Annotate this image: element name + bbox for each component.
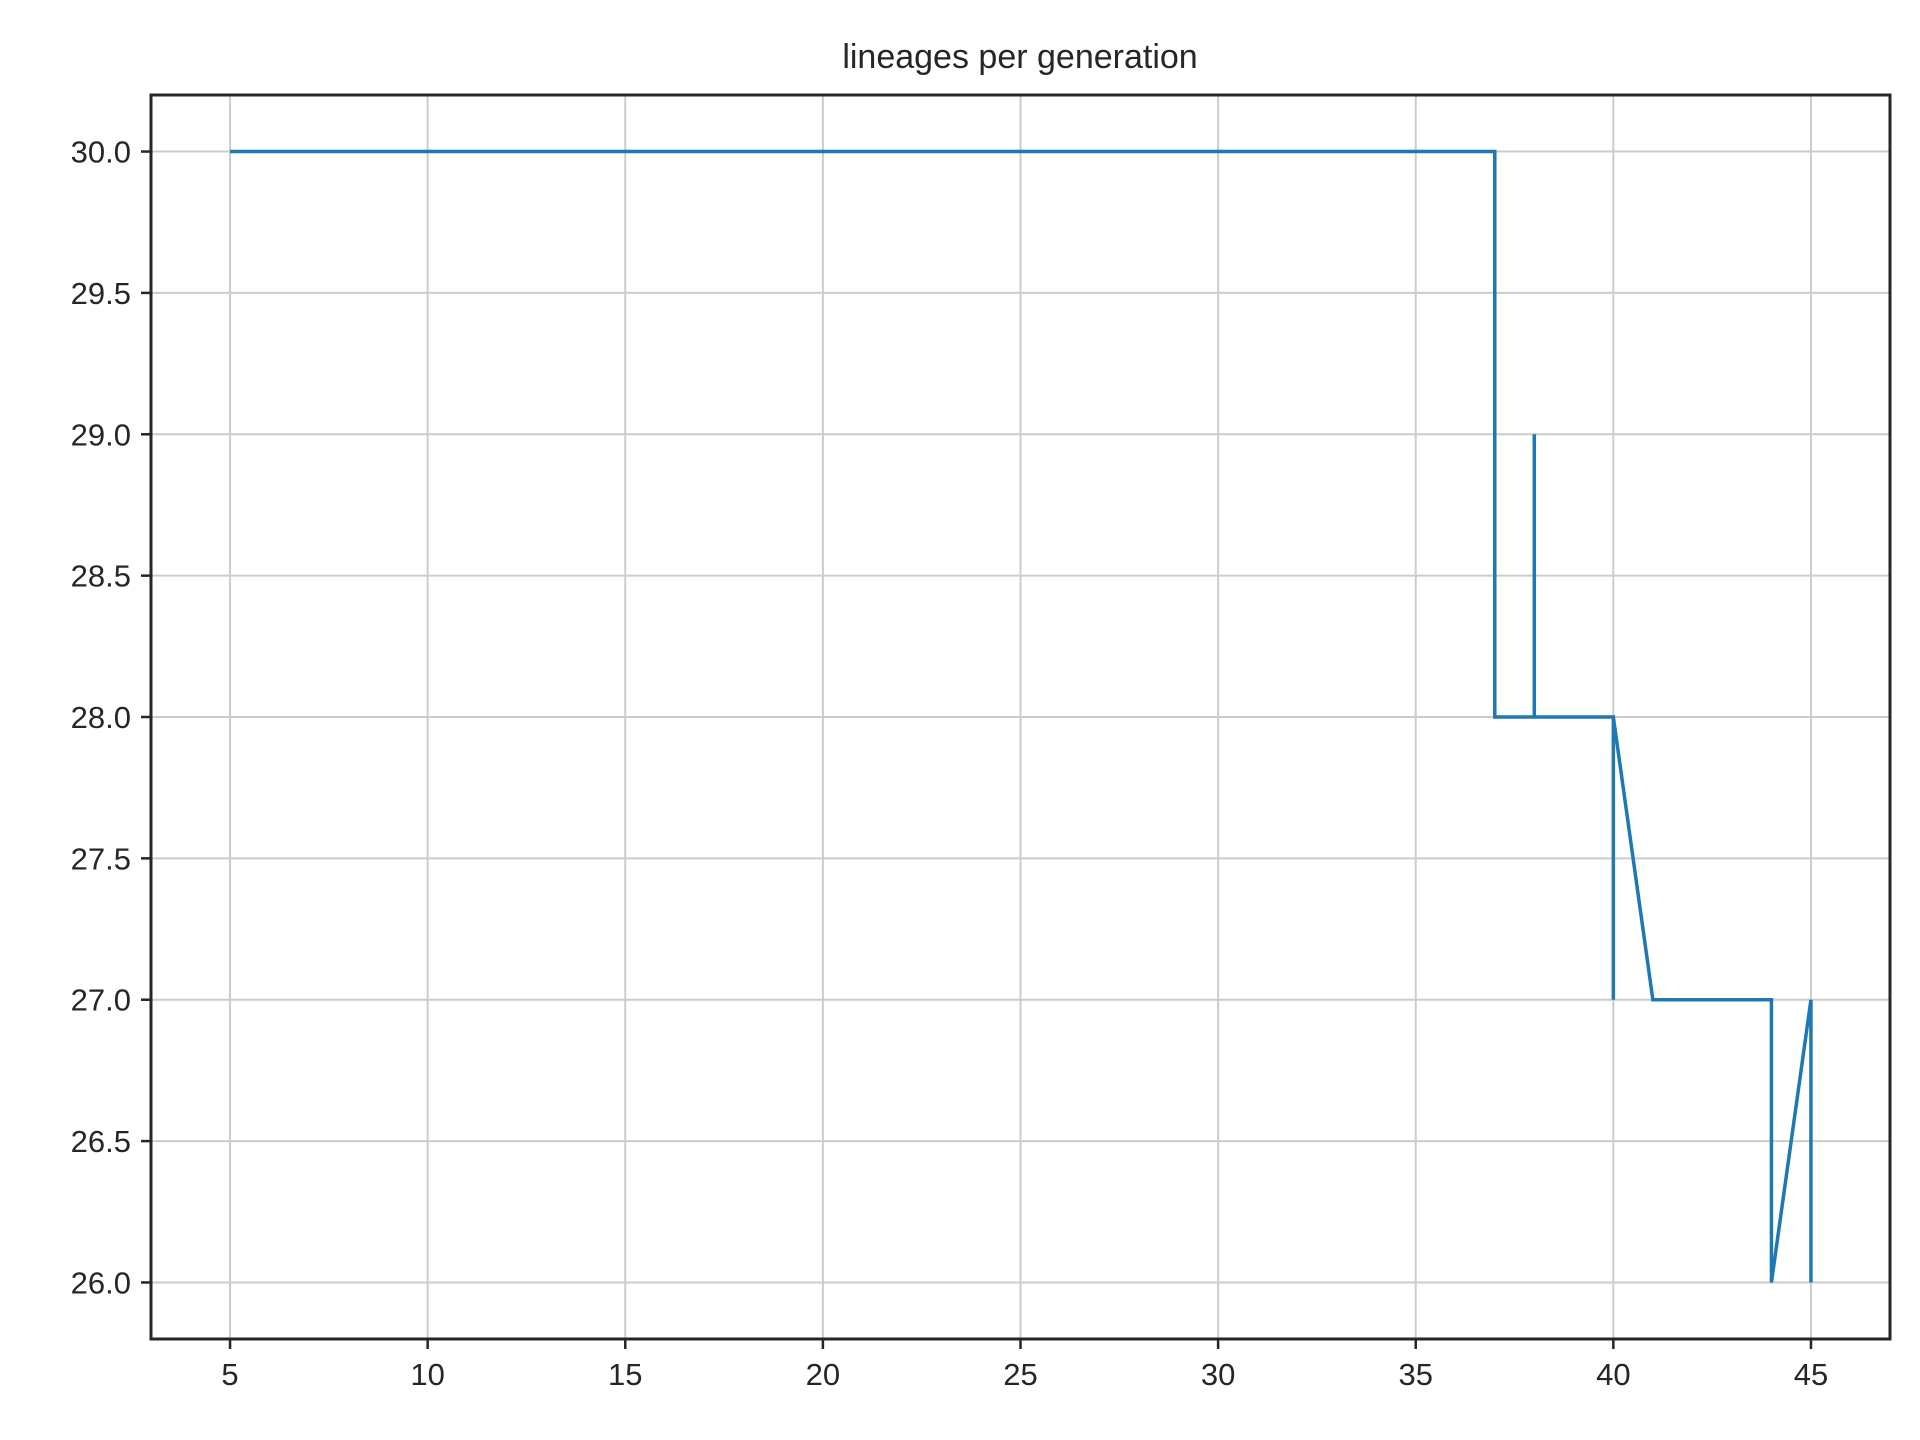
y-tick-label: 28.5 xyxy=(71,559,131,594)
x-tick-label: 25 xyxy=(1003,1357,1037,1392)
y-tick-label: 27.0 xyxy=(71,983,131,1018)
x-tick-label: 30 xyxy=(1201,1357,1235,1392)
y-tick-label: 27.5 xyxy=(71,841,131,876)
chart-title: lineages per generation xyxy=(842,38,1197,76)
series-line xyxy=(230,149,1813,1283)
x-axis: 5 10 15 20 25 30 35 40 45 xyxy=(221,1339,1828,1392)
x-tick-label: 20 xyxy=(806,1357,840,1392)
y-tick-label: 29.5 xyxy=(71,276,131,311)
y-tick-label: 30.0 xyxy=(71,135,131,170)
x-tick-label: 5 xyxy=(221,1357,238,1392)
y-tick-label: 26.0 xyxy=(71,1265,131,1300)
y-tick-label: 29.0 xyxy=(71,417,131,452)
x-tick-label: 45 xyxy=(1794,1357,1828,1392)
y-tick-label: 28.0 xyxy=(71,700,131,735)
x-tick-label: 10 xyxy=(410,1357,444,1392)
x-tick-label: 35 xyxy=(1398,1357,1432,1392)
y-axis: 26.0 26.5 27.0 27.5 28.0 28.5 29.0 29.5 30.0 xyxy=(71,135,151,1300)
y-tick-label: 26.5 xyxy=(71,1124,131,1159)
series-layer xyxy=(230,149,1813,1283)
x-tick-label: 15 xyxy=(608,1357,642,1392)
x-tick-label: 40 xyxy=(1596,1357,1630,1392)
